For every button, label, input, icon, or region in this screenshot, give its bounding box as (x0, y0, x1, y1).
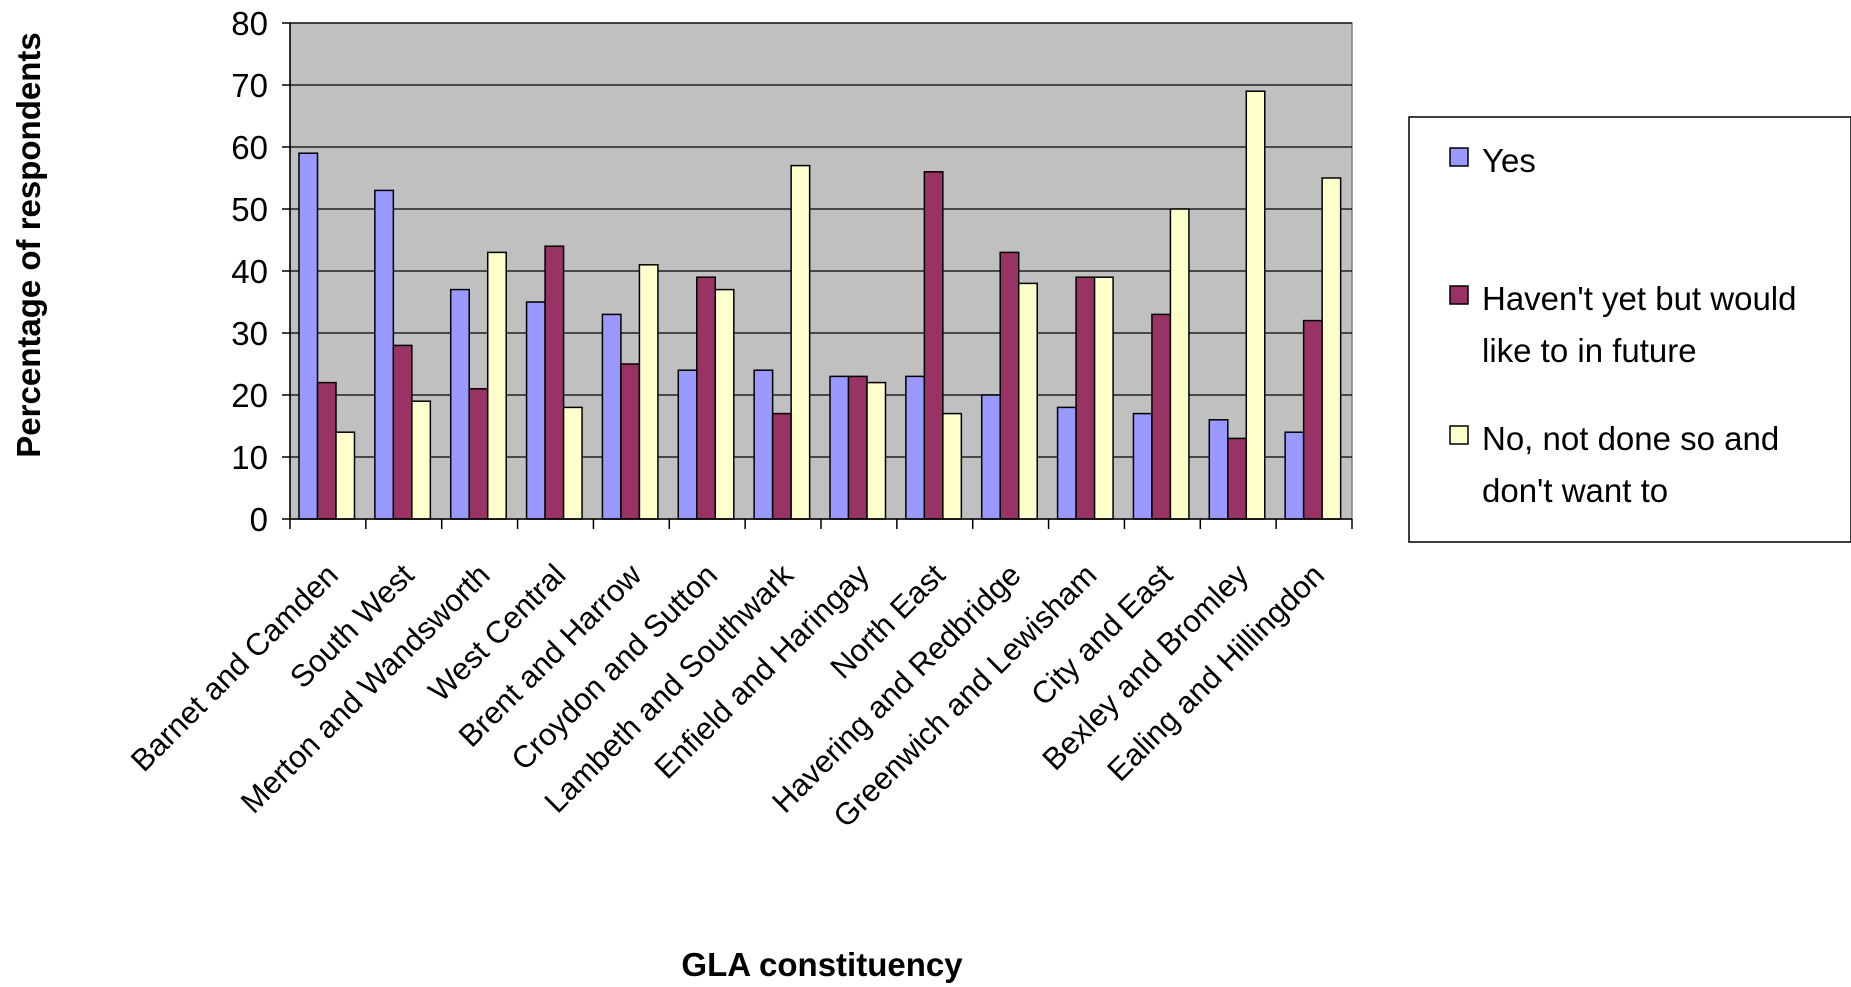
y-tick-label: 50 (231, 191, 268, 228)
bar (923, 171, 944, 520)
bar (866, 381, 887, 520)
bar (392, 344, 413, 520)
bar (374, 189, 395, 520)
bar (449, 288, 470, 520)
bar (942, 412, 963, 520)
bar (468, 388, 489, 520)
bar (1321, 177, 1342, 520)
bar (1056, 406, 1077, 520)
x-axis-title: GLA constituency (681, 946, 963, 983)
bar (638, 264, 659, 520)
bar (1132, 412, 1153, 520)
y-tick-label: 20 (231, 377, 268, 414)
bar (1093, 276, 1114, 520)
bar (620, 363, 641, 520)
bar (696, 276, 717, 520)
legend-swatch (1449, 425, 1469, 445)
bar (335, 431, 356, 520)
y-tick-label: 0 (250, 501, 268, 538)
bar (1208, 419, 1229, 520)
bar (677, 369, 698, 520)
legend: Yes Haven't yet but would like to in futur… (1408, 116, 1851, 543)
bar (1151, 313, 1172, 520)
bar (601, 313, 622, 520)
legend-swatch (1449, 285, 1469, 305)
bar (905, 375, 926, 520)
bar (562, 406, 583, 520)
bar (1017, 282, 1038, 520)
legend-label: Haven't yet but would like to in future (1482, 280, 1796, 369)
bar (980, 394, 1001, 520)
bar (1302, 319, 1323, 520)
bar (486, 251, 507, 520)
bar (1245, 90, 1266, 520)
y-tick-label: 80 (231, 5, 268, 42)
bar (316, 381, 337, 520)
y-tick-label: 70 (231, 67, 268, 104)
legend-box (1408, 116, 1851, 543)
legend-label: No, not done so and don't want to (1482, 420, 1779, 509)
bar (1169, 208, 1190, 520)
plot-area (289, 22, 1353, 520)
bar (714, 288, 735, 520)
legend-label: Yes (1482, 142, 1536, 179)
bar (1284, 431, 1305, 520)
y-tick-label: 40 (231, 253, 268, 290)
bar (525, 301, 546, 520)
bar (847, 375, 868, 520)
y-tick-label: 60 (231, 129, 268, 166)
bar (1227, 437, 1248, 520)
bar (999, 251, 1020, 520)
bar (411, 400, 432, 520)
bar (790, 164, 811, 520)
bar (771, 412, 792, 520)
bar (298, 152, 319, 520)
y-tick-label: 10 (231, 439, 268, 476)
bar (544, 245, 565, 520)
y-axis-ticks: 0 10 20 30 40 50 60 70 80 (231, 5, 290, 538)
bar (753, 369, 774, 520)
bar (829, 375, 850, 520)
y-tick-label: 30 (231, 315, 268, 352)
y-axis-title: Percentage of respondents (10, 32, 47, 457)
bar (1075, 276, 1096, 520)
legend-swatch (1449, 147, 1469, 167)
